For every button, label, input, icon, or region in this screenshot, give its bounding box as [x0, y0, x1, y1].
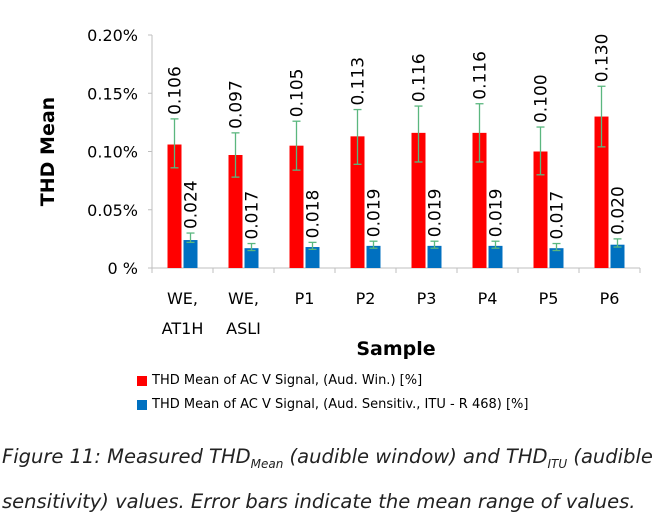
y-tick-label: 0.10%: [87, 143, 138, 162]
caption-sub-mean: Mean: [250, 456, 284, 471]
x-tick-label: P5: [539, 289, 559, 308]
x-tick-label: P1: [295, 289, 315, 308]
caption-prefix: Figure 11: Measured THD: [2, 445, 251, 468]
bar-aud-sensitiv: [427, 245, 442, 268]
legend-swatch-red: [137, 376, 147, 386]
bar-aud-win: [350, 136, 365, 268]
x-tick-label: AT1H: [162, 319, 204, 338]
bar-aud-win: [594, 116, 609, 268]
bar-aud-sensitiv: [610, 244, 625, 268]
bar-aud-sensitiv: [244, 248, 259, 268]
bar-aud-sensitiv: [305, 247, 320, 268]
bar-aud-win: [533, 151, 548, 268]
x-tick-label: P3: [417, 289, 437, 308]
thd-bar-chart: 0 % 0.05% 0.10% 0.15% 0.20% 0.106 0.024 WE, AT1H…: [37, 26, 641, 360]
data-label: 0.019: [487, 189, 507, 238]
data-label: 0.097: [227, 80, 247, 129]
data-label: 0.116: [471, 51, 491, 100]
caption-mid: (audible window) and THD: [283, 445, 548, 468]
data-label: 0.116: [410, 53, 430, 102]
data-label: 0.019: [426, 189, 446, 238]
x-tick-label: P2: [356, 289, 376, 308]
y-tick-label: 0.20%: [87, 26, 138, 45]
y-axis-title: THD Mean: [37, 97, 59, 206]
bar-aud-win: [472, 132, 487, 268]
legend-label-aud-sensitiv: THD Mean of AC V Signal, (Aud. Sensitiv.…: [152, 397, 529, 412]
x-tick-label: P4: [478, 289, 498, 308]
legend-swatch-blue: [137, 400, 147, 410]
data-label: 0.018: [304, 190, 324, 239]
x-tick-label: P6: [600, 289, 620, 308]
data-label: 0.105: [288, 69, 308, 118]
bar-aud-sensitiv: [488, 245, 503, 268]
x-axis-title: Sample: [356, 338, 435, 360]
data-label: 0.100: [532, 74, 552, 123]
bar-aud-win: [289, 145, 304, 268]
data-label: 0.017: [548, 191, 568, 240]
x-tick-label: WE,: [228, 289, 259, 308]
data-label: 0.106: [166, 66, 186, 115]
y-tick-label: 0 %: [108, 259, 138, 278]
bar-aud-win: [228, 154, 243, 268]
figure-caption: Figure 11: Measured THDMean (audible win…: [2, 438, 664, 520]
data-label: 0.024: [182, 180, 202, 229]
data-label: 0.113: [349, 57, 369, 106]
legend-item-aud-win: THD Mean of AC V Signal, (Aud. Win.) [%]: [137, 373, 422, 389]
bar-aud-sensitiv: [549, 248, 564, 268]
x-tick-label: WE,: [167, 289, 198, 308]
bar-aud-win: [411, 132, 426, 268]
legend-label-aud-win: THD Mean of AC V Signal, (Aud. Win.) [%]: [152, 373, 423, 388]
data-label: 0.020: [609, 186, 629, 235]
bar-aud-win: [167, 144, 182, 268]
caption-suffix: (audible sensitivity) values. Error bars…: [2, 445, 653, 513]
legend-item-aud-sensitiv: THD Mean of AC V Signal, (Aud. Sensitiv.…: [137, 397, 528, 413]
y-tick-label: 0.15%: [87, 84, 138, 103]
bar-aud-sensitiv: [183, 240, 198, 268]
caption-sub-itu: ITU: [547, 456, 568, 471]
y-tick-label: 0.05%: [87, 201, 138, 220]
bar-aud-sensitiv: [366, 245, 381, 268]
data-label: 0.017: [243, 191, 263, 240]
data-label: 0.130: [593, 34, 613, 83]
x-tick-label: ASLI: [226, 319, 261, 338]
data-label: 0.019: [365, 189, 385, 238]
